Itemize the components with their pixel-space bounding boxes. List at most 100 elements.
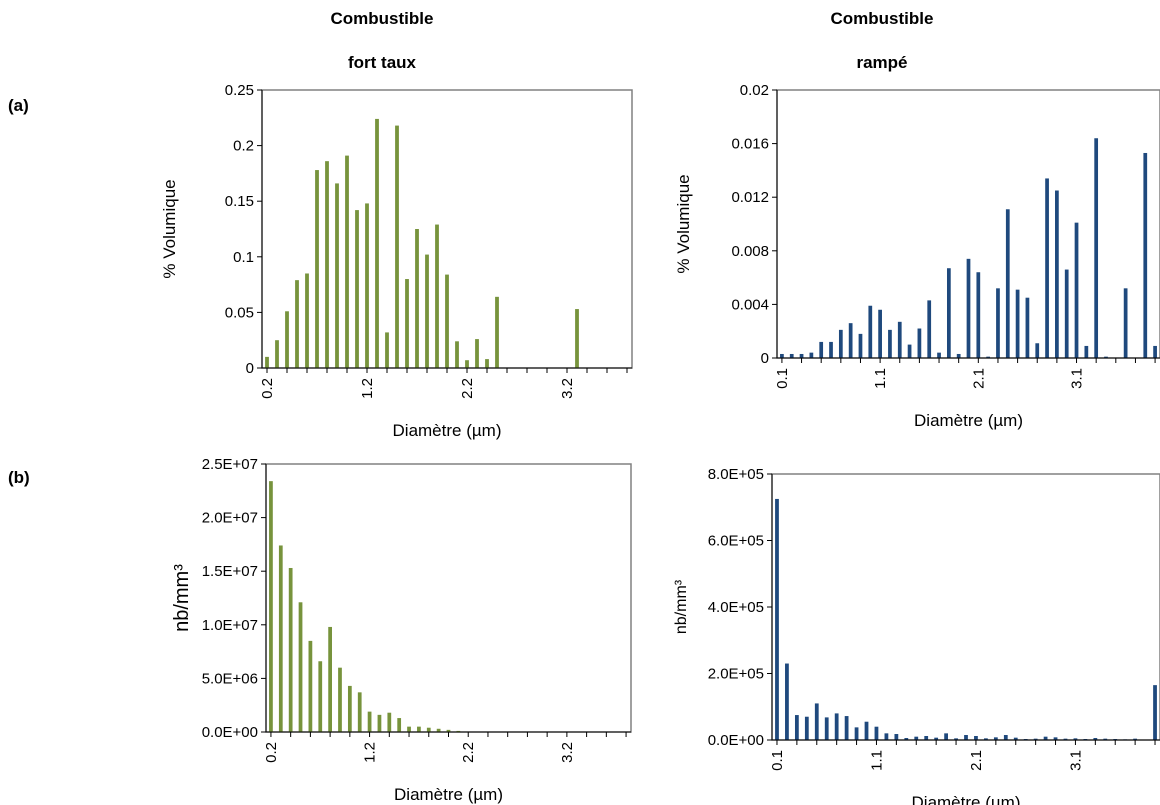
bar [357, 692, 362, 732]
bar [445, 274, 449, 368]
bar [426, 727, 431, 732]
y-tick-label: 0 [761, 350, 769, 367]
bar [1033, 738, 1038, 740]
x-tick-label: 1.1 [868, 750, 885, 771]
left-title-line1: Combustible [330, 9, 434, 28]
bar [1005, 209, 1010, 358]
bar [415, 229, 419, 368]
bar [275, 340, 279, 368]
y-tick-label: 0.016 [731, 136, 769, 153]
x-axis-label: Diamètre (µm) [393, 421, 502, 440]
y-axis-label: % Volumique [160, 179, 179, 278]
bar [894, 734, 899, 740]
bar [1073, 738, 1078, 740]
bar [335, 183, 339, 368]
bar [397, 718, 402, 732]
bar [996, 288, 1000, 358]
y-tick-label: 2.5E+07 [202, 456, 258, 473]
y-tick-label: 8.0E+05 [708, 466, 764, 483]
bar [819, 341, 824, 358]
bar [288, 567, 293, 732]
bar [405, 279, 409, 368]
bar [917, 328, 922, 358]
row-label-a: (a) [8, 96, 29, 115]
bar [269, 481, 273, 732]
bar [966, 258, 971, 358]
bar [278, 545, 283, 732]
bar [1123, 288, 1128, 358]
y-tick-label: 4.0E+05 [708, 599, 764, 616]
bar [858, 333, 863, 358]
bar [1093, 738, 1098, 740]
bar [789, 353, 794, 358]
bar [308, 640, 313, 732]
y-tick-label: 0.008 [731, 243, 769, 260]
bar [1045, 178, 1049, 358]
bar [347, 685, 352, 732]
bar [407, 726, 411, 732]
bar [1074, 222, 1079, 358]
x-tick-label: 3.1 [1069, 368, 1086, 389]
bar [824, 717, 829, 740]
bar [338, 667, 342, 732]
x-tick-label: 2.2 [459, 378, 476, 399]
bar [495, 296, 499, 368]
x-tick-label: 0.1 [774, 368, 791, 389]
bar [914, 736, 919, 740]
bar [395, 125, 399, 368]
x-tick-label: 0.2 [263, 742, 280, 763]
bar [345, 155, 349, 368]
x-tick-label: 0.2 [259, 378, 276, 399]
x-axis-label: Diamètre (µm) [394, 785, 503, 804]
x-tick-label: 3.1 [1067, 750, 1084, 771]
y-tick-label: 0.02 [740, 82, 769, 99]
y-tick-label: 0.012 [731, 189, 769, 206]
x-tick-label: 0.1 [769, 750, 786, 771]
x-axis-label: Diamètre (µm) [912, 793, 1021, 805]
bar [355, 210, 359, 368]
bar [575, 309, 579, 368]
bar [325, 161, 329, 368]
bar [775, 498, 779, 740]
bar [1055, 190, 1059, 358]
bar [1025, 297, 1030, 358]
bar [1064, 269, 1069, 358]
bar [485, 359, 489, 368]
bar [986, 356, 991, 358]
bar [785, 663, 789, 740]
x-tick-label: 1.1 [872, 368, 889, 389]
bar [804, 716, 809, 740]
plot-frame [771, 473, 1160, 741]
y-axis-label: nb/mm³ [673, 579, 690, 634]
bar [455, 341, 459, 368]
bar [285, 311, 289, 368]
bar [1103, 738, 1108, 740]
bar [868, 305, 873, 358]
bar [1013, 737, 1018, 740]
y-tick-label: 1.0E+07 [202, 617, 258, 634]
x-axis-label: Diamètre (µm) [914, 411, 1023, 430]
y-tick-label: 0.1 [233, 249, 254, 266]
bar [878, 309, 882, 358]
bar [904, 738, 909, 740]
right-title-line2: rampé [856, 53, 908, 72]
y-tick-label: 5.0E+06 [202, 670, 258, 687]
bar [475, 339, 479, 368]
bar [794, 715, 799, 740]
bar [934, 737, 939, 740]
bar [874, 726, 879, 740]
y-tick-label: 6.0E+05 [708, 533, 764, 550]
y-tick-label: 0.004 [731, 296, 769, 313]
bar [1153, 345, 1157, 358]
bar [425, 254, 429, 368]
bar [1143, 152, 1148, 358]
y-tick-label: 0.0E+00 [708, 732, 764, 749]
left-title-line2: fort taux [348, 53, 416, 72]
bar [1133, 738, 1138, 740]
y-tick-label: 0.0E+00 [202, 724, 258, 741]
bar [809, 352, 814, 358]
bar [315, 170, 319, 368]
bar [838, 329, 843, 358]
